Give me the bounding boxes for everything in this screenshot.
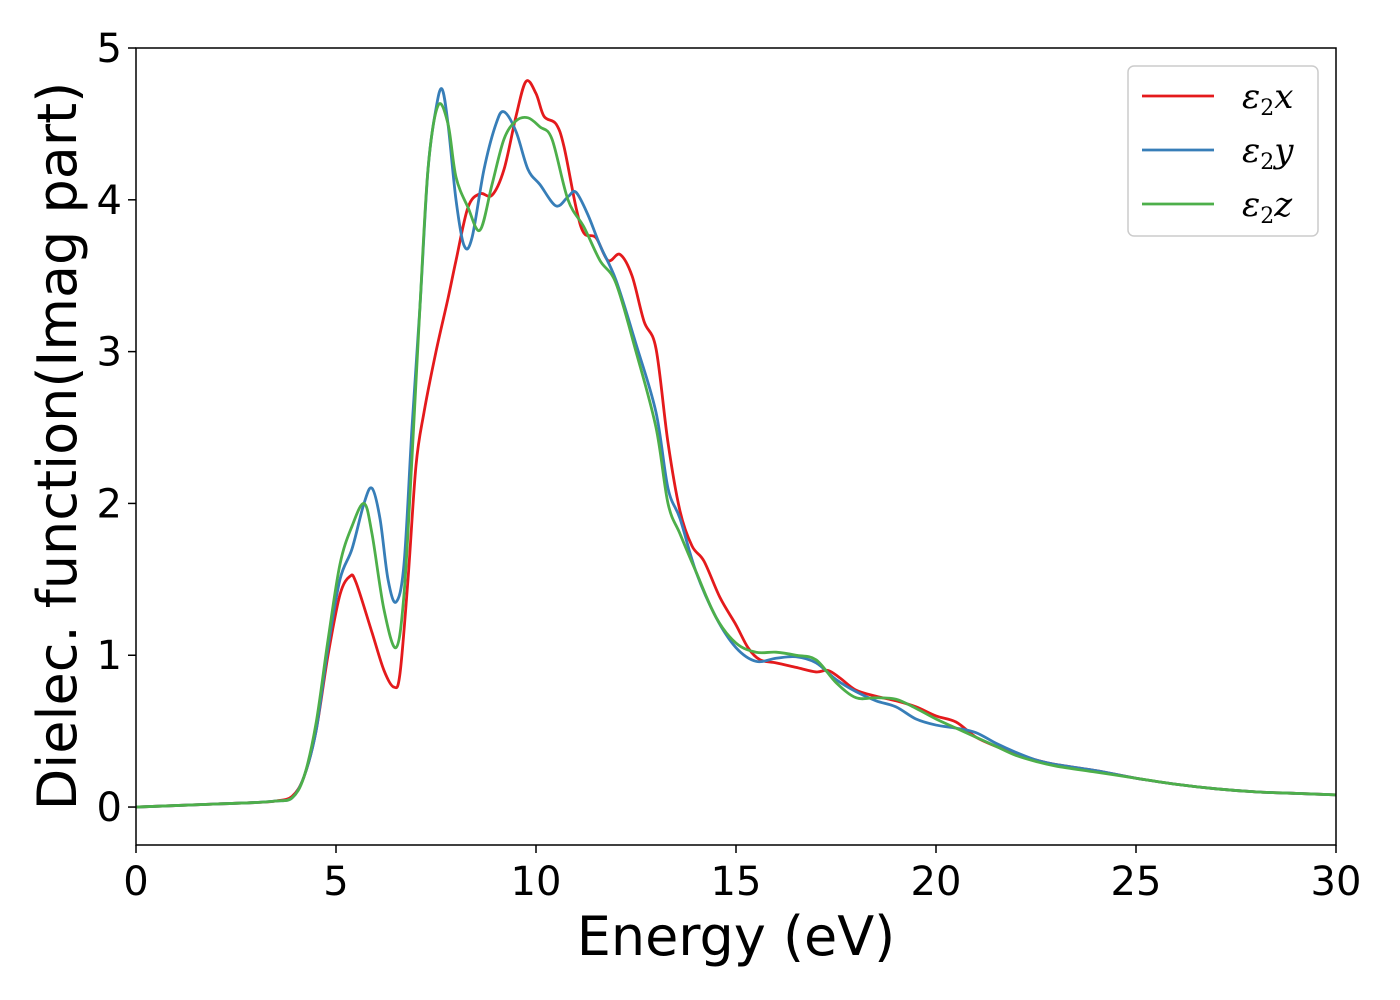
x-tick-label: 5 <box>323 859 348 905</box>
legend-box <box>1127 65 1319 237</box>
x-tick-label: 15 <box>711 859 762 905</box>
y-tick-label: 3 <box>97 330 122 376</box>
ticks-layer: 0 5 10 15 20 25 30 0 1 2 3 4 5 <box>97 26 1362 905</box>
y-tick-label: 2 <box>97 481 122 527</box>
x-tick-label: 10 <box>511 859 562 905</box>
x-tick-label: 20 <box>911 859 962 905</box>
series-line-x <box>135 79 1337 809</box>
y-tick-label: 5 <box>97 26 122 72</box>
x-axis-title: Energy (eV) <box>577 905 896 968</box>
y-tick-label: 1 <box>97 633 122 679</box>
series-layer <box>135 79 1337 809</box>
legend: ε2x ε2y ε2z <box>1127 65 1319 237</box>
x-tick-label: 25 <box>1111 859 1162 905</box>
x-tick-label: 30 <box>1311 859 1362 905</box>
series-line-z <box>135 102 1337 809</box>
legend-label: ε2y <box>1242 131 1294 175</box>
y-tick-label: 4 <box>97 178 122 224</box>
y-tick-label: 0 <box>97 785 122 831</box>
series-line-y <box>135 87 1337 809</box>
legend-label: ε2z <box>1242 185 1293 229</box>
legend-items: ε2x ε2y ε2z <box>1142 77 1294 229</box>
x-tick-label: 0 <box>123 859 148 905</box>
legend-label: ε2x <box>1242 77 1293 121</box>
y-axis-title: Dielec. function(Imag part) <box>26 82 89 811</box>
